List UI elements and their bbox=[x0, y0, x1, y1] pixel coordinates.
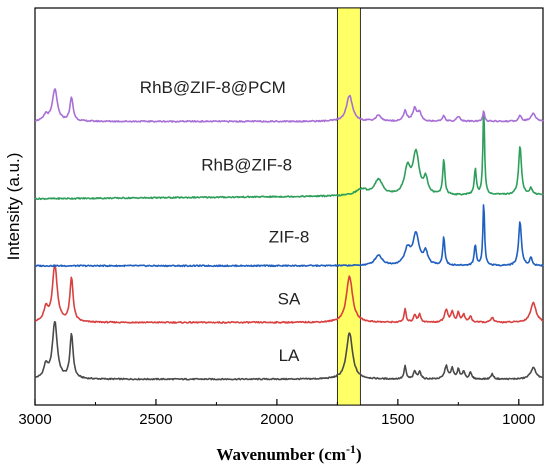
series-line-rhb-zif-8-pcm bbox=[34, 88, 544, 123]
series-layer bbox=[34, 88, 544, 381]
x-axis-title-sup: -1 bbox=[346, 442, 356, 456]
x-axis-title-main: Wavenumber (cm bbox=[216, 445, 346, 464]
plot-frame bbox=[34, 7, 544, 406]
annotation-layer: LA SA ZIF-8 RhB@ZIF-8 RhB@ZIF-8@PCM bbox=[140, 78, 309, 365]
series-line-sa bbox=[34, 264, 544, 324]
tick-layer: 3000 2500 2000 1500 1000 bbox=[18, 399, 535, 428]
x-tick-label: 1000 bbox=[502, 411, 535, 428]
series-line-rhb-zif-8 bbox=[34, 110, 544, 201]
x-axis-title: Wavenumber (cm-1) bbox=[216, 442, 361, 464]
x-tick-label: 1500 bbox=[381, 411, 414, 428]
series-label-la: LA bbox=[279, 346, 300, 365]
series-label-zif-8: ZIF-8 bbox=[269, 228, 310, 247]
highlight-band bbox=[336, 7, 361, 406]
y-axis-title: Intensity (a.u.) bbox=[4, 153, 23, 261]
highlight-band-layer bbox=[336, 7, 361, 406]
x-tick-label: 2500 bbox=[139, 411, 172, 428]
x-tick-label: 3000 bbox=[18, 411, 51, 428]
series-label-sa: SA bbox=[278, 289, 301, 308]
x-tick-label: 2000 bbox=[260, 411, 293, 428]
series-label-rhb-zif-8-pcm: RhB@ZIF-8@PCM bbox=[140, 78, 286, 97]
series-line-la bbox=[34, 321, 544, 381]
series-line-zif-8 bbox=[34, 204, 544, 268]
series-label-rhb-zif-8: RhB@ZIF-8 bbox=[201, 155, 292, 174]
x-axis-title-end: ) bbox=[356, 445, 362, 464]
